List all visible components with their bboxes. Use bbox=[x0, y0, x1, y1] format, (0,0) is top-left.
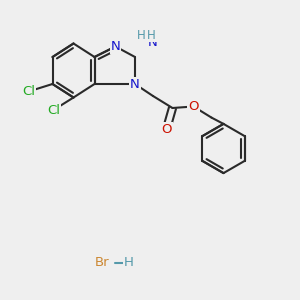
Text: Cl: Cl bbox=[47, 103, 60, 117]
Text: H: H bbox=[124, 256, 134, 269]
Text: N: N bbox=[111, 40, 120, 53]
Text: Br: Br bbox=[95, 256, 109, 269]
Text: H: H bbox=[136, 28, 146, 42]
Text: N: N bbox=[130, 77, 140, 91]
Text: H: H bbox=[147, 28, 156, 42]
Text: O: O bbox=[161, 122, 172, 136]
Text: N: N bbox=[148, 36, 158, 49]
Text: O: O bbox=[188, 100, 199, 113]
Text: Cl: Cl bbox=[22, 85, 35, 98]
